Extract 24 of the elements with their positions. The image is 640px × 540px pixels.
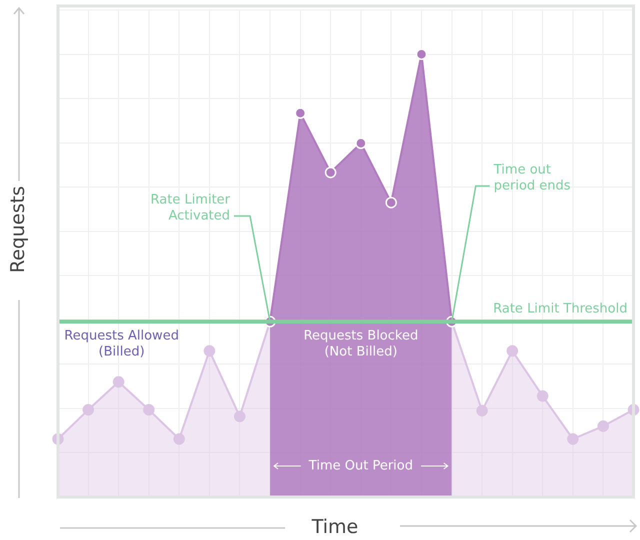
annotation: Requests Blocked (Not Billed) [304,328,418,360]
point [143,404,155,416]
point [234,410,246,422]
annotation: Time Out Period [308,458,413,474]
point [82,404,94,416]
point [324,166,336,178]
annotation: Time out period ends [492,162,571,194]
point [567,433,579,445]
point [506,345,518,357]
x-axis-title: Time [310,516,360,538]
annotation: Rate Limiter Activated [150,192,231,224]
point [385,196,397,208]
y-axis-title: Requests [7,186,29,273]
ref-line-label: Rate Limit Threshold [493,302,628,317]
point [294,107,306,119]
point [173,433,185,445]
point [355,138,367,150]
point [204,345,216,357]
point [597,420,609,432]
point [416,48,428,60]
annotation: Requests Allowed (Billed) [64,328,179,360]
point [476,404,488,416]
point [112,376,124,388]
point [536,390,548,402]
